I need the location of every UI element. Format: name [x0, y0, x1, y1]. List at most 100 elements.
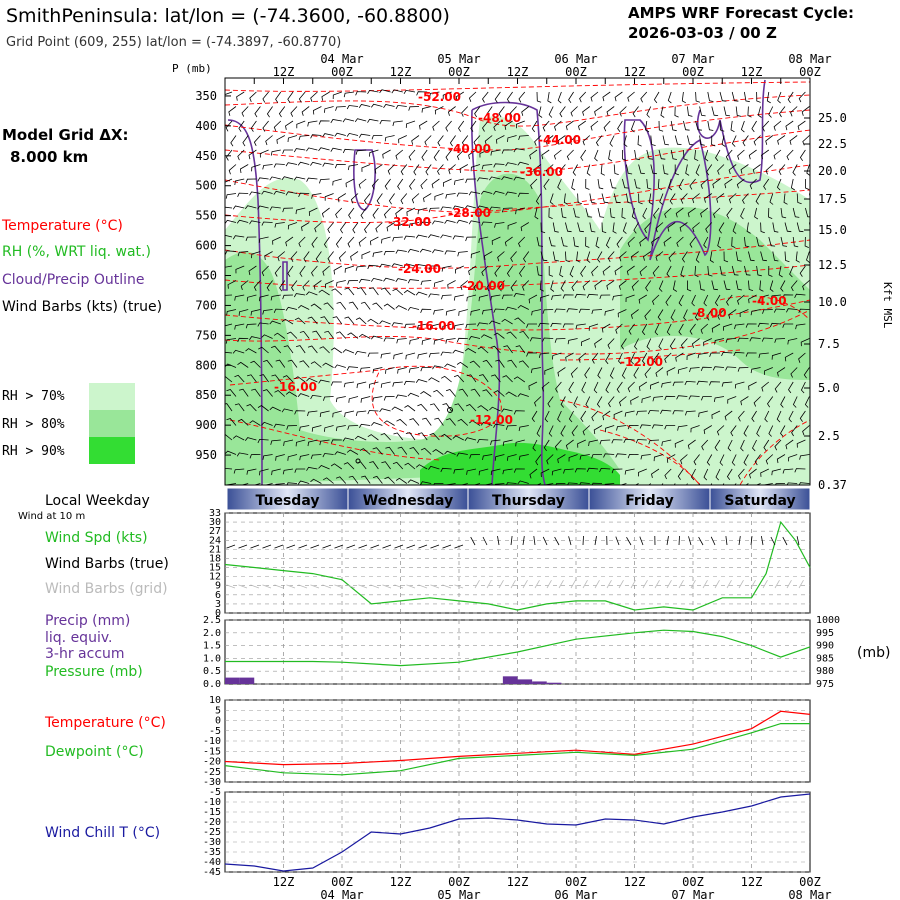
wind-barb: [700, 366, 712, 372]
wind-barb: [494, 454, 505, 461]
wind-barb: [593, 381, 599, 394]
wind-barb: [580, 410, 587, 423]
wind-barb: [372, 207, 379, 219]
wind-barb: [307, 410, 318, 417]
wind-barb: [568, 381, 574, 394]
wind-barb: [545, 135, 554, 145]
y-tick-label: 0.0: [203, 679, 221, 690]
wind-barb: [534, 396, 542, 407]
wind-barb: [594, 149, 599, 162]
wind-barb: [608, 149, 613, 162]
wind-barb: [685, 410, 696, 416]
wind-barb: [794, 468, 806, 473]
wind-barb: [319, 410, 330, 418]
wind-barb: [578, 120, 587, 131]
wind-barb: [251, 251, 261, 259]
wind-barb: [633, 222, 639, 234]
wind-barb: [357, 287, 367, 296]
wind-barb: [594, 338, 603, 348]
weekday-strip: Tuesday Wednesday Thursday Friday Saturday: [226, 487, 811, 511]
wind-barb: [408, 367, 420, 373]
pressure-tick-label: 700: [195, 298, 217, 312]
wind-barb: [641, 352, 648, 365]
wind-barb: [726, 207, 733, 219]
wind-barb: [417, 403, 428, 412]
wind-barb: [725, 149, 733, 161]
wind-barb: [428, 465, 440, 470]
wind-barb: [605, 236, 611, 249]
wind-barb: [628, 323, 635, 335]
wind-barb: [283, 439, 294, 446]
wind-barb: [771, 352, 782, 360]
wind-barb: [250, 309, 261, 316]
wind-barb: [368, 381, 379, 389]
wind-barb: [522, 280, 530, 291]
contour-label-m4: -4.00: [752, 294, 787, 308]
wind-barb: [249, 191, 261, 196]
wind-barb: [646, 149, 654, 160]
wind-barb: [540, 468, 550, 478]
temperature-contour-labels: -52.00 -48.00 -44.00 -40.00 -36.00 -32.0…: [274, 90, 787, 427]
wind-barb: [672, 280, 678, 292]
wind-barb: [599, 439, 611, 445]
wind-barb: [225, 351, 233, 354]
pressure-tick-label: 500: [195, 179, 217, 193]
wind-barb: [481, 221, 493, 226]
wind-barb: [726, 294, 733, 306]
wind-barb: [675, 207, 684, 218]
wind-barb: [261, 421, 273, 426]
wind-barb: [433, 309, 444, 315]
wind-barb: [588, 439, 599, 447]
wind-barb: [335, 207, 343, 219]
wind-barb: [444, 219, 456, 224]
wind-barb: [768, 425, 774, 437]
wind-barb: [313, 280, 322, 290]
wind-barb: [602, 410, 611, 421]
grid-wind-barb: [510, 580, 516, 589]
true-wind-barb: [346, 544, 356, 549]
wind-barb: [742, 193, 749, 204]
grid-wind-barb: [642, 580, 648, 589]
wind-barb: [614, 265, 623, 276]
wind-barb: [561, 236, 568, 247]
wind-barb: [405, 352, 416, 360]
wind-barb: [406, 207, 416, 217]
forecast-cycle-label: AMPS WRF Forecast Cycle:: [628, 4, 854, 22]
wind-barb: [571, 178, 576, 191]
wind-barb: [413, 164, 420, 176]
wind-barb: [294, 376, 306, 383]
wind-barb: [287, 359, 298, 368]
wind-barb: [495, 359, 505, 368]
contour-label-m52: -52.00: [418, 90, 461, 104]
pressure-tick-label: 750: [195, 328, 217, 342]
wind-barb: [743, 454, 749, 466]
wind-barb: [237, 192, 249, 197]
rh80-area: [225, 173, 810, 485]
wind-barb: [337, 193, 347, 203]
wind-barb: [419, 248, 432, 253]
wind-barb: [594, 280, 603, 290]
wind-barb: [299, 360, 310, 368]
wind-barb: [780, 396, 786, 408]
grid-wind-barb: [582, 580, 588, 589]
grid-wind-barb: [570, 580, 576, 589]
wind-barb: [359, 423, 371, 428]
wind-barb: [765, 135, 774, 145]
wind-barb: [604, 309, 615, 316]
wind-barb: [466, 468, 477, 475]
wind-barb: [282, 294, 294, 300]
wind-barb: [786, 482, 798, 485]
wind-barb: [567, 482, 578, 485]
wind-barb: [798, 308, 810, 313]
wind-barb: [407, 306, 420, 311]
wind-barb: [287, 454, 298, 461]
wind-barb: [433, 338, 444, 345]
wind-barb: [528, 294, 538, 304]
wind-barb: [226, 309, 237, 316]
wind-barb: [437, 135, 444, 147]
wind-barb: [750, 367, 761, 374]
wind-barb: [626, 193, 632, 204]
wind-barb: [331, 288, 343, 296]
